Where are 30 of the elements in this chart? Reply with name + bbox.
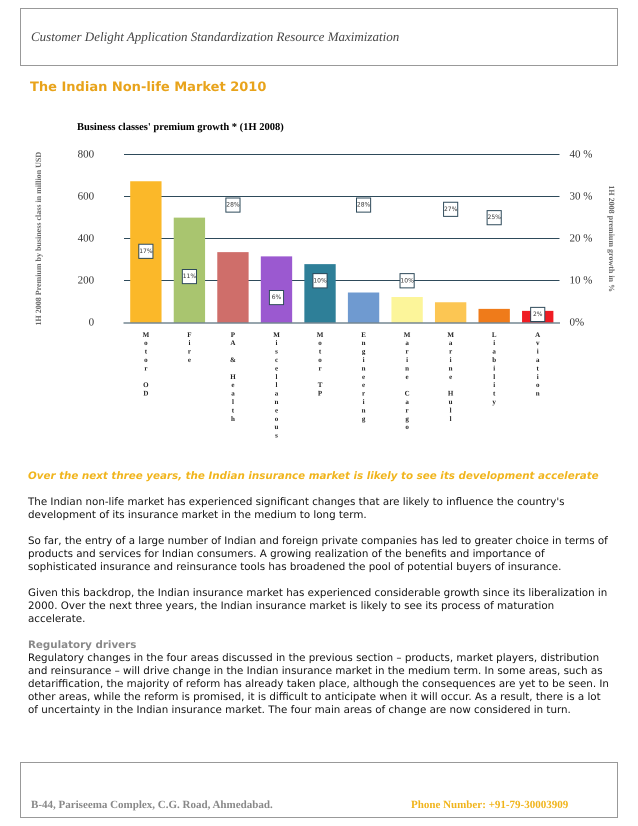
text: So far, the entry of a large number of Indian and foreign private companies has led to greater choice in terms of products and services for Indian consumers. A growing realization of the benefits and importance of sophisticated insurance and reinsurance tools has broadened the pool of potential buyers of insurance.	[28, 535, 609, 574]
text: Over the next three years, the Indian insurance market is likely to see its development accelerate	[28, 470, 600, 483]
bar	[348, 292, 380, 322]
y-axis-title: 1H 2008 Premium by business class in million USD	[34, 152, 43, 326]
y2-tick-label: 10 %	[569, 274, 592, 287]
y2-tick-label: 30 %	[569, 190, 592, 203]
y-tick-label: 200	[78, 274, 95, 287]
y2-axis-title: 1H 2008 premium growth in %	[607, 185, 616, 292]
text: Regulatory drivers	[28, 639, 138, 652]
text: Phone Number: +91-79-30003909	[411, 799, 568, 811]
text: Given this backdrop, the Indian insurance market has experienced considerable growth since its liberalization in 2000. Over the next three years, the Indian insurance market is likely to see its process of maturation accelerate.	[28, 587, 608, 626]
chart-subtitle: Business classes' premium growth * (1H 2008)	[77, 122, 284, 133]
bar	[174, 218, 206, 322]
y-tick-label: 600	[78, 190, 95, 203]
y-tick-label: 0	[88, 316, 95, 329]
bar	[217, 252, 249, 322]
chart-title: The Indian Non-life Market 2010	[30, 80, 266, 95]
y-tick-label: 800	[78, 148, 95, 160]
y-tick-label: 400	[78, 232, 95, 245]
bar	[391, 296, 423, 322]
y2-tick-label: 0%	[569, 316, 584, 329]
text: Regulatory changes in the four areas discussed in the previous section – products, market players, distribution and reinsurance – will drive change in the Indian insurance market in the medium term. In some areas, such as detariffication, the majority of reform has already taken place, although the consequences are yet to be seen. In other areas, while the reform is promised, it is difficult to anticipate when it will occur. As a result, there is a lot of uncertainty in the Indian insurance market. The four main areas of change are now considered in turn.	[28, 652, 610, 717]
bar	[434, 302, 466, 322]
bar	[130, 181, 162, 322]
text: Customer Delight Application Standardization Resource Maximization	[31, 29, 400, 45]
y2-tick-label: 20 %	[569, 232, 592, 245]
bar	[478, 308, 510, 322]
y2-tick-label: 40 %	[569, 148, 592, 160]
text: The Indian non-life market has experienced significant changes that are likely to influence the country's development of its insurance market in the medium to long term.	[28, 496, 566, 522]
text: B-44, Pariseema Complex, C.G. Road, Ahmedabad.	[31, 799, 273, 811]
